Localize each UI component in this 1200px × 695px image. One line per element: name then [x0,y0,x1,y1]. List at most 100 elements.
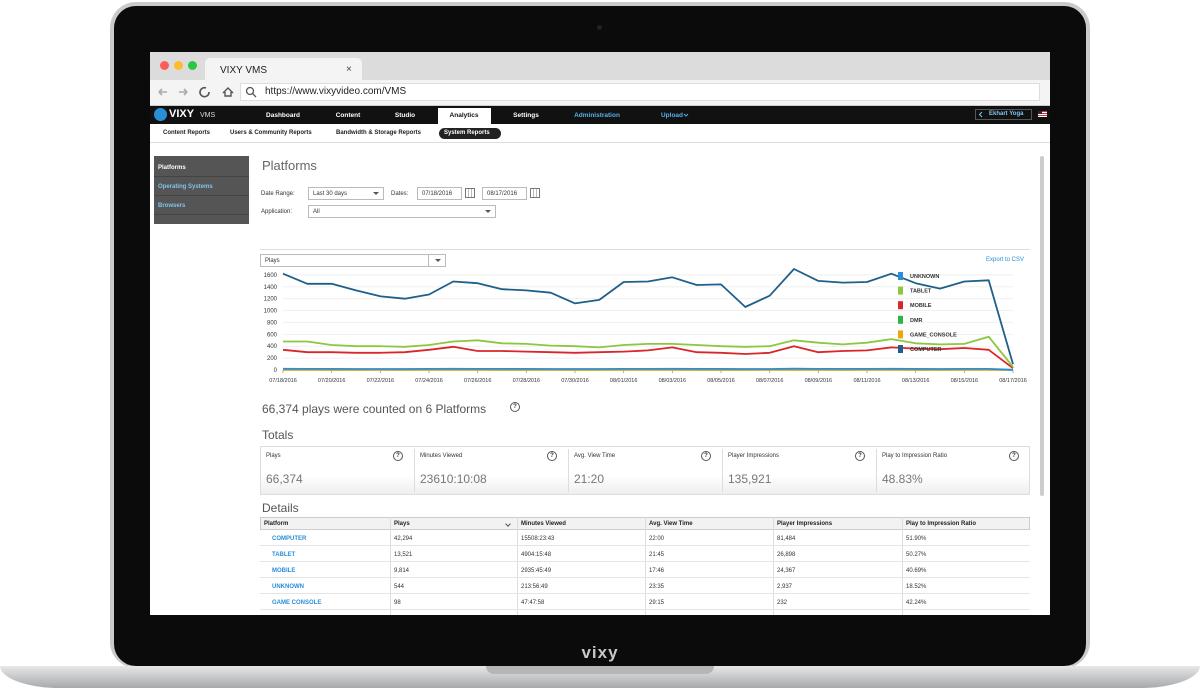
active-tab [438,108,491,124]
nav-item[interactable]: Content [335,112,361,119]
column-separator [390,517,391,615]
subnav-item[interactable]: Users & Community Reports [230,130,312,136]
date-to[interactable]: 08/17/2016 [482,187,527,200]
table-cell: 51.90% [906,536,927,542]
user[interactable]: Ekhart Yoga [989,111,1024,117]
table-cell: 26,898 [777,552,796,558]
max-dot[interactable] [188,61,197,70]
table-cell: 544 [394,584,405,590]
sidebar-item[interactable]: Operating Systems [154,178,249,196]
x-tick-label: 08/15/2016 [951,378,979,384]
nav-item[interactable]: Settings [513,112,539,119]
column-separator [517,517,518,615]
metric-select[interactable]: Plays [260,254,446,267]
total-label: Plays [266,453,281,459]
user-box[interactable] [975,109,1032,120]
table-cell: 13,521 [394,552,413,558]
close-dot[interactable] [160,61,169,70]
nav-item[interactable]: Upload [660,112,684,119]
table-cell: 17:46 [649,568,665,574]
legend-label: UNKNOWN [910,274,939,280]
help-icon[interactable]: ? [855,451,865,461]
nav-item[interactable]: Studio [394,112,416,119]
application-select[interactable]: All [308,205,496,218]
laptop-base [0,666,1200,688]
help-icon[interactable]: ? [393,451,403,461]
subnav-item[interactable]: Content Reports [163,130,210,136]
help-icon[interactable]: ? [510,402,520,412]
total-value: 66,374 [266,472,303,486]
nav-item[interactable]: Analytics [449,112,479,119]
address-bar[interactable] [240,83,1040,101]
column-header[interactable]: Play to Impression Ratio [906,521,977,527]
tab-close[interactable]: × [346,64,352,75]
y-tick-label: 1600 [264,273,278,279]
nav-item[interactable]: Dashboard [266,112,300,119]
min-dot[interactable] [174,61,183,70]
column-separator [902,517,903,615]
application: All [313,209,320,215]
browser-tab[interactable] [205,58,362,82]
back-button[interactable] [158,88,167,96]
platform-link[interactable]: COMPUTER [272,536,307,542]
column-header[interactable]: Minutes Viewed [521,521,566,527]
column-header[interactable]: Plays [394,521,410,527]
series-line [282,367,1014,371]
help-icon[interactable]: ? [547,451,557,461]
forward-button[interactable] [179,88,188,96]
export-link[interactable]: Export to CSV [985,257,1024,263]
platform-link[interactable]: TABLET [272,552,296,558]
legend-label: DMR [910,318,923,324]
url: https://www.vixyvideo.com/VMS [265,86,407,97]
table-cell: 2,937 [777,584,793,590]
row-border [260,609,1030,610]
date-range-select[interactable]: Last 30 days [308,187,384,200]
total-label: Minutes Viewed [420,453,463,459]
series-line [283,335,1014,368]
x-tick-label: 07/26/2016 [464,378,492,384]
subnav-item[interactable]: Bandwidth & Storage Reports [336,130,422,136]
totals-separator [876,449,877,492]
legend-swatch [898,301,903,310]
legend-swatch [898,272,903,280]
flag [1038,111,1047,117]
legend-swatch [898,330,903,339]
table-cell: 9,814 [394,568,410,574]
calendar-icon[interactable] [530,188,540,198]
platform-link[interactable]: GAME CONSOLE [272,600,322,606]
column-header[interactable]: Platform [264,521,289,527]
help-icon[interactable]: ? [1009,451,1019,461]
nav-item[interactable]: Administration [574,112,620,119]
scrollbar [1040,156,1044,496]
platform-link[interactable]: UNKNOWN [272,584,304,590]
table-cell: 23:35 [649,584,665,590]
reload-button[interactable] [199,86,210,98]
tab-title: VIXY VMS [220,65,268,76]
legend-label: COMPUTER [910,347,942,353]
y-tick-label: 600 [267,332,278,338]
legend-label: MOBILE [910,303,932,309]
metric: Plays [265,258,280,264]
date-range-label: Date Range: [261,191,295,197]
table-cell: 22:00 [649,536,665,542]
y-tick-label: 1000 [264,309,278,315]
help-icon[interactable]: ? [701,451,711,461]
platform-link[interactable]: MOBILE [272,568,296,574]
column-header[interactable]: Player Impressions [777,521,833,527]
totals-separator [414,449,415,492]
table-cell: 81,484 [777,536,796,542]
calendar-icon[interactable] [465,188,475,198]
subnav-item[interactable]: System Reports [444,130,490,136]
sidebar [154,156,249,224]
column-header[interactable]: Avg. View Time [649,521,693,527]
x-tick-label: 08/03/2016 [659,378,687,384]
x-tick-label: 08/17/2016 [999,378,1027,384]
home-button[interactable] [222,87,234,97]
logo: VIXY [169,108,195,120]
x-tick-label: 08/05/2016 [707,378,735,384]
sidebar-item[interactable]: Platforms [154,159,249,177]
sidebar-item[interactable]: Browsers [154,197,249,215]
table-cell: 47:47:58 [521,600,545,606]
date-from[interactable]: 07/18/2016 [417,187,462,200]
